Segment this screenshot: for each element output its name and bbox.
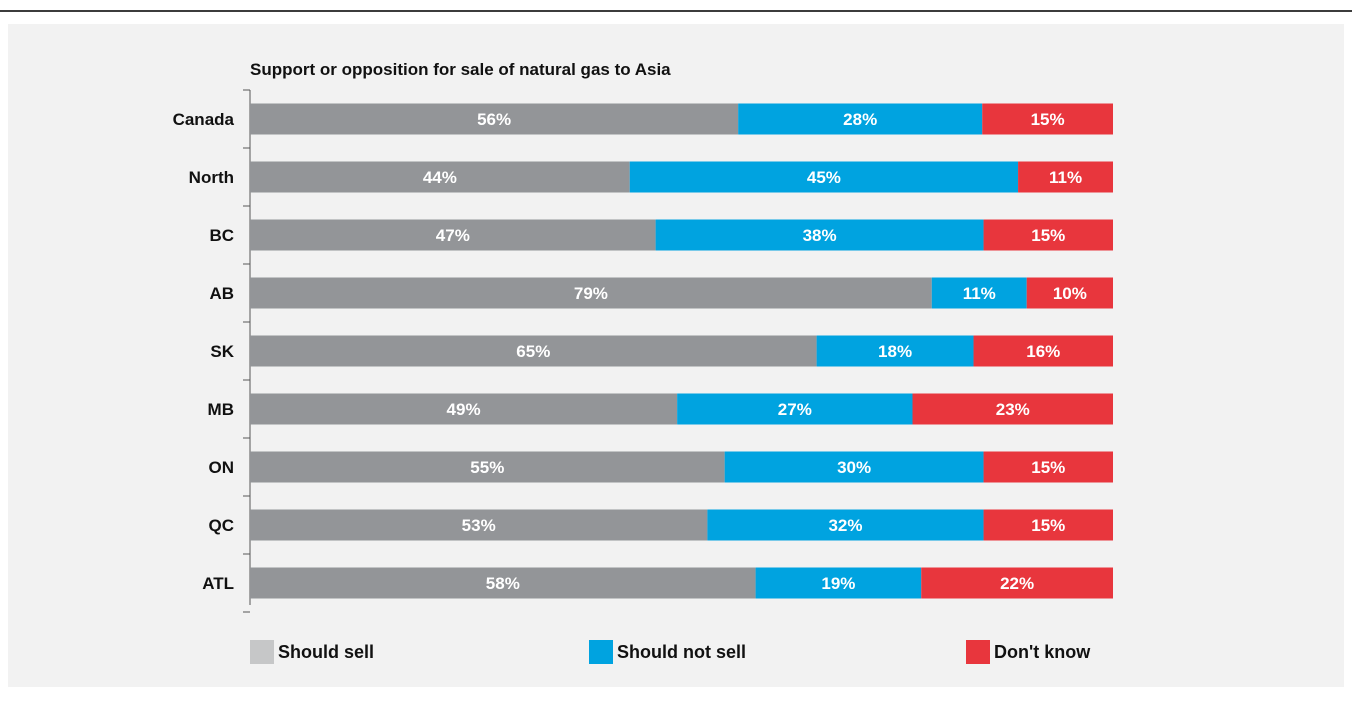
data-label: 53% — [462, 516, 496, 535]
legend-label-should-sell: Should sell — [278, 641, 375, 662]
category-label: QC — [209, 516, 235, 535]
data-label: 18% — [878, 342, 912, 361]
bar-segment — [250, 509, 708, 541]
data-label: 49% — [447, 400, 481, 419]
data-label: 79% — [574, 284, 608, 303]
legend-swatch-dont-know — [966, 640, 990, 664]
data-label: 44% — [423, 168, 457, 187]
bar-segment — [973, 335, 1113, 367]
bar-segment — [912, 393, 1113, 425]
bar-segment — [629, 161, 1019, 193]
data-label: 55% — [470, 458, 504, 477]
category-label: MB — [208, 400, 234, 419]
data-label: 38% — [803, 226, 837, 245]
bar-segment — [816, 335, 974, 367]
data-label: 15% — [1031, 458, 1065, 477]
data-label: 27% — [778, 400, 812, 419]
data-label: 15% — [1031, 516, 1065, 535]
category-label: ATL — [202, 574, 234, 593]
data-label: 32% — [828, 516, 862, 535]
bar-segment — [983, 219, 1113, 251]
bar-segment — [983, 509, 1113, 541]
data-label: 30% — [837, 458, 871, 477]
category-label: North — [189, 168, 234, 187]
bar-segment — [921, 567, 1113, 599]
data-label: 23% — [996, 400, 1030, 419]
top-rule — [0, 10, 1352, 12]
bar-segment — [250, 335, 817, 367]
bar-segment — [738, 103, 983, 135]
bar-segment — [1018, 161, 1113, 193]
legend-item-dont-know: Don't know — [966, 640, 1090, 664]
bar-segment — [724, 451, 984, 483]
bar-segment — [677, 393, 913, 425]
bar-segment — [250, 219, 656, 251]
data-label: 10% — [1053, 284, 1087, 303]
bar-segment — [655, 219, 984, 251]
bar-segment — [931, 277, 1027, 309]
legend-label-should-not-sell: Should not sell — [617, 641, 746, 662]
bar-segment — [707, 509, 984, 541]
bar-segment — [250, 567, 756, 599]
legend-item-should-sell: Should sell — [250, 640, 374, 664]
category-label: SK — [210, 342, 234, 361]
data-label: 58% — [486, 574, 520, 593]
data-label: 16% — [1026, 342, 1060, 361]
data-label: 15% — [1031, 226, 1065, 245]
bar-segment — [1026, 277, 1113, 309]
bar-segment — [250, 103, 739, 135]
data-label: 11% — [963, 284, 996, 303]
legend-item-should-not-sell: Should not sell — [589, 640, 746, 664]
bar-segment — [755, 567, 922, 599]
data-label: 45% — [807, 168, 841, 187]
bar-segment — [983, 451, 1113, 483]
bar-segment — [250, 451, 725, 483]
category-label: AB — [209, 284, 234, 303]
bar-segment — [250, 393, 678, 425]
chart-title: Support or opposition for sale of natura… — [250, 60, 671, 79]
data-label: 19% — [821, 574, 855, 593]
legend-label-dont-know: Don't know — [994, 641, 1091, 662]
bar-segment — [250, 161, 630, 193]
category-label: ON — [209, 458, 235, 477]
bar-segment — [250, 277, 932, 309]
data-label: 28% — [843, 110, 877, 129]
data-label: 65% — [516, 342, 550, 361]
category-label: Canada — [173, 110, 235, 129]
data-label: 15% — [1031, 110, 1065, 129]
data-label: 11% — [1049, 168, 1082, 187]
bar-segment — [982, 103, 1113, 135]
category-label: BC — [209, 226, 234, 245]
data-label: 47% — [436, 226, 470, 245]
legend-swatch-should-not-sell — [589, 640, 613, 664]
data-label: 22% — [1000, 574, 1034, 593]
legend-swatch-should-sell — [250, 640, 274, 664]
data-label: 56% — [477, 110, 511, 129]
